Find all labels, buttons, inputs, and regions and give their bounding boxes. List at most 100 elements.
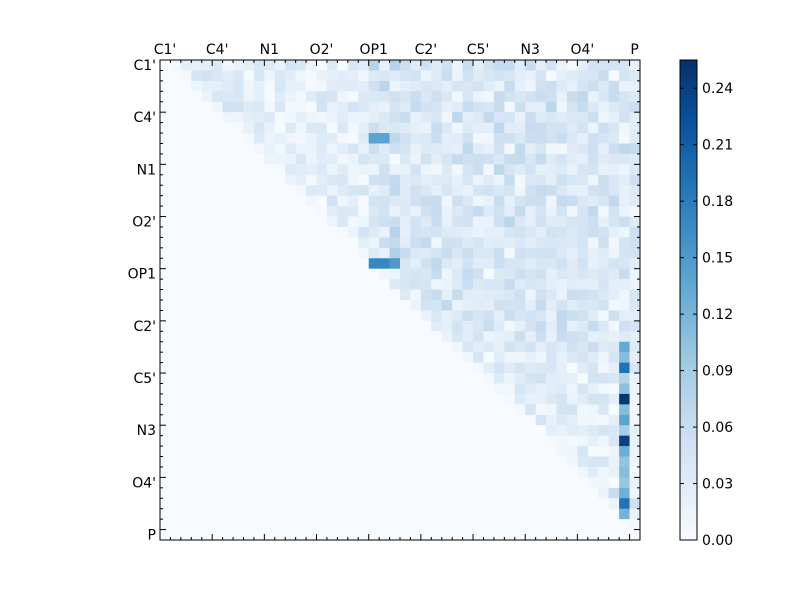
heatmap-cell <box>180 456 192 468</box>
heatmap-cell <box>264 122 276 134</box>
heatmap-cell <box>629 112 641 124</box>
heatmap-cell <box>337 279 349 290</box>
heatmap-cell <box>180 216 192 228</box>
heatmap-cell <box>253 373 265 384</box>
heatmap-cell <box>160 153 171 165</box>
heatmap-cell <box>629 279 641 290</box>
heatmap-cell <box>483 320 495 332</box>
heatmap-cell <box>441 498 453 510</box>
heatmap-cell <box>608 143 620 155</box>
heatmap-cell <box>441 383 453 395</box>
heatmap-cell <box>337 70 349 82</box>
heatmap-cell <box>358 404 370 416</box>
heatmap-cell <box>191 91 203 103</box>
heatmap-cell <box>462 456 474 468</box>
heatmap-cell <box>368 70 380 82</box>
heatmap-cell <box>170 258 182 270</box>
heatmap-cell <box>452 477 464 489</box>
heatmap-cell <box>556 268 568 280</box>
heatmap-cell <box>619 206 630 217</box>
heatmap-cell <box>473 519 484 530</box>
heatmap-cell <box>431 320 443 332</box>
heatmap-cell <box>358 362 370 374</box>
heatmap-cell <box>598 487 610 499</box>
heatmap-cell <box>431 519 443 530</box>
heatmap-cell <box>462 258 474 270</box>
heatmap-cell <box>629 289 641 301</box>
heatmap-cell <box>253 310 265 322</box>
heatmap-cell <box>441 404 453 416</box>
heatmap-cell <box>441 174 453 186</box>
heatmap-cell <box>295 373 307 384</box>
heatmap-cell <box>389 216 401 228</box>
heatmap-cell <box>274 414 286 426</box>
heatmap-cell <box>191 164 203 176</box>
heatmap-cell <box>441 341 453 353</box>
heatmap-cell <box>180 258 192 270</box>
heatmap-cell <box>243 70 255 82</box>
heatmap-cell <box>556 393 568 405</box>
heatmap-cell <box>441 133 453 144</box>
heatmap-cell <box>201 414 213 426</box>
heatmap-cell <box>629 237 641 249</box>
heatmap-cell <box>598 122 610 134</box>
heatmap-cell <box>577 352 589 364</box>
heatmap-cell <box>180 174 192 186</box>
heatmap-cell <box>629 268 641 280</box>
heatmap-cell <box>264 477 276 489</box>
heatmap-cell <box>577 164 589 176</box>
heatmap-cell <box>514 477 526 489</box>
heatmap-cell <box>452 456 464 468</box>
heatmap-cell <box>493 414 505 426</box>
heatmap-cell <box>316 164 328 176</box>
heatmap-cell <box>462 425 474 437</box>
heatmap-cell <box>473 529 484 541</box>
heatmap-cell <box>160 393 171 405</box>
heatmap-cell <box>253 279 265 290</box>
heatmap-cell <box>368 174 380 186</box>
heatmap-cell <box>180 498 192 510</box>
heatmap-cell <box>587 393 599 405</box>
heatmap-cell <box>212 320 224 332</box>
heatmap-cell <box>222 373 234 384</box>
heatmap-cell <box>368 393 380 405</box>
heatmap-cell <box>493 341 505 353</box>
heatmap-cell <box>233 133 244 144</box>
heatmap-cell <box>306 143 317 155</box>
heatmap-cell <box>347 404 359 416</box>
heatmap-cell <box>473 70 484 82</box>
heatmap-cell <box>222 341 234 353</box>
heatmap-cell <box>452 320 464 332</box>
heatmap-cell <box>316 425 328 437</box>
heatmap-cell <box>608 185 620 197</box>
heatmap-cell <box>400 289 411 301</box>
heatmap-cell <box>389 174 401 186</box>
heatmap-cell <box>306 174 317 186</box>
heatmap-cell <box>493 331 505 343</box>
heatmap-cell <box>514 226 526 238</box>
heatmap-cell <box>566 300 578 311</box>
heatmap-cell <box>347 362 359 374</box>
heatmap-cell <box>556 101 568 113</box>
heatmap-cell <box>577 383 589 395</box>
heatmap-cell <box>608 498 620 510</box>
heatmap-cell <box>473 498 484 510</box>
heatmap-cell <box>201 91 213 103</box>
heatmap-cell <box>410 112 422 124</box>
heatmap-cell <box>400 112 411 124</box>
heatmap-cell <box>191 425 203 437</box>
heatmap-cell <box>546 498 557 510</box>
heatmap-cell <box>473 237 484 249</box>
heatmap-cell <box>410 466 422 478</box>
heatmap-cell <box>316 112 328 124</box>
heatmap-cell <box>285 174 297 186</box>
heatmap-cell <box>514 164 526 176</box>
heatmap-cell <box>253 425 265 437</box>
heatmap-cell <box>577 268 589 280</box>
heatmap-cell <box>160 122 171 134</box>
heatmap-cell <box>295 456 307 468</box>
heatmap-cell <box>608 352 620 364</box>
heatmap-cell <box>368 466 380 478</box>
heatmap-cell <box>191 237 203 249</box>
heatmap-cell <box>452 195 464 207</box>
